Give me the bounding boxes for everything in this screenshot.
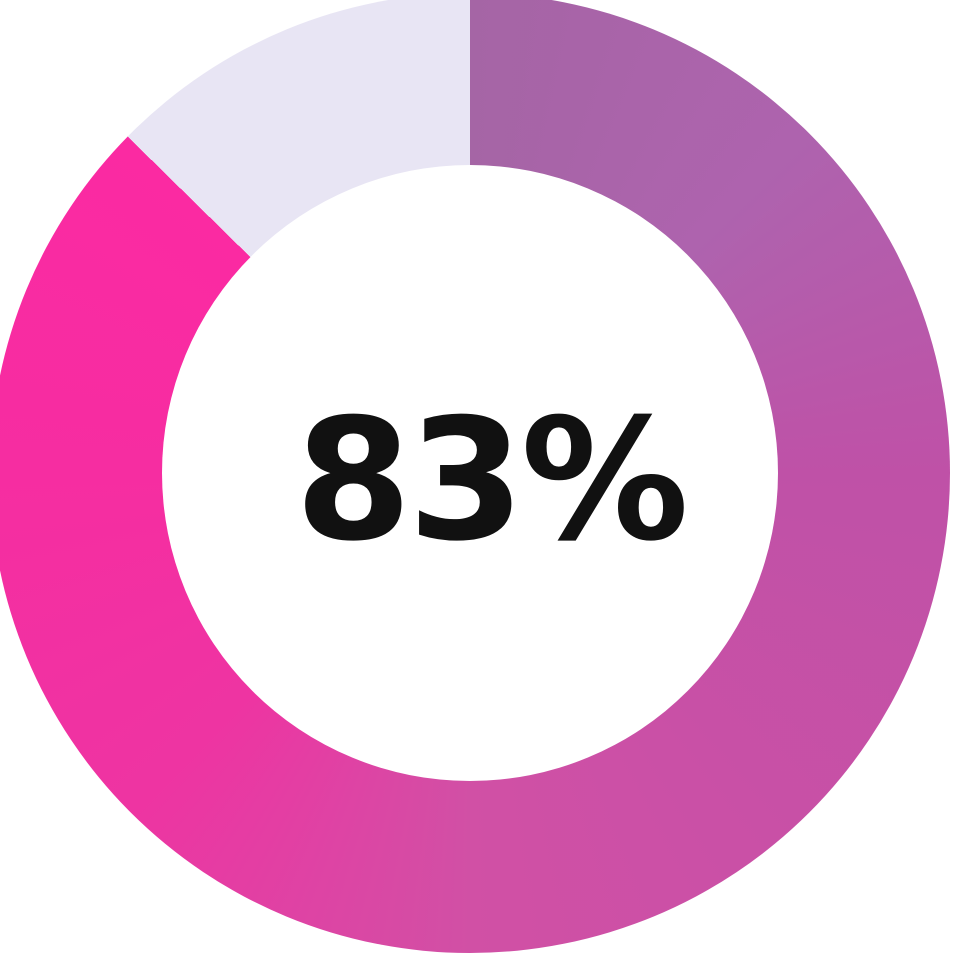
percentage-label: 83% — [294, 382, 689, 579]
donut-hole — [162, 165, 778, 781]
